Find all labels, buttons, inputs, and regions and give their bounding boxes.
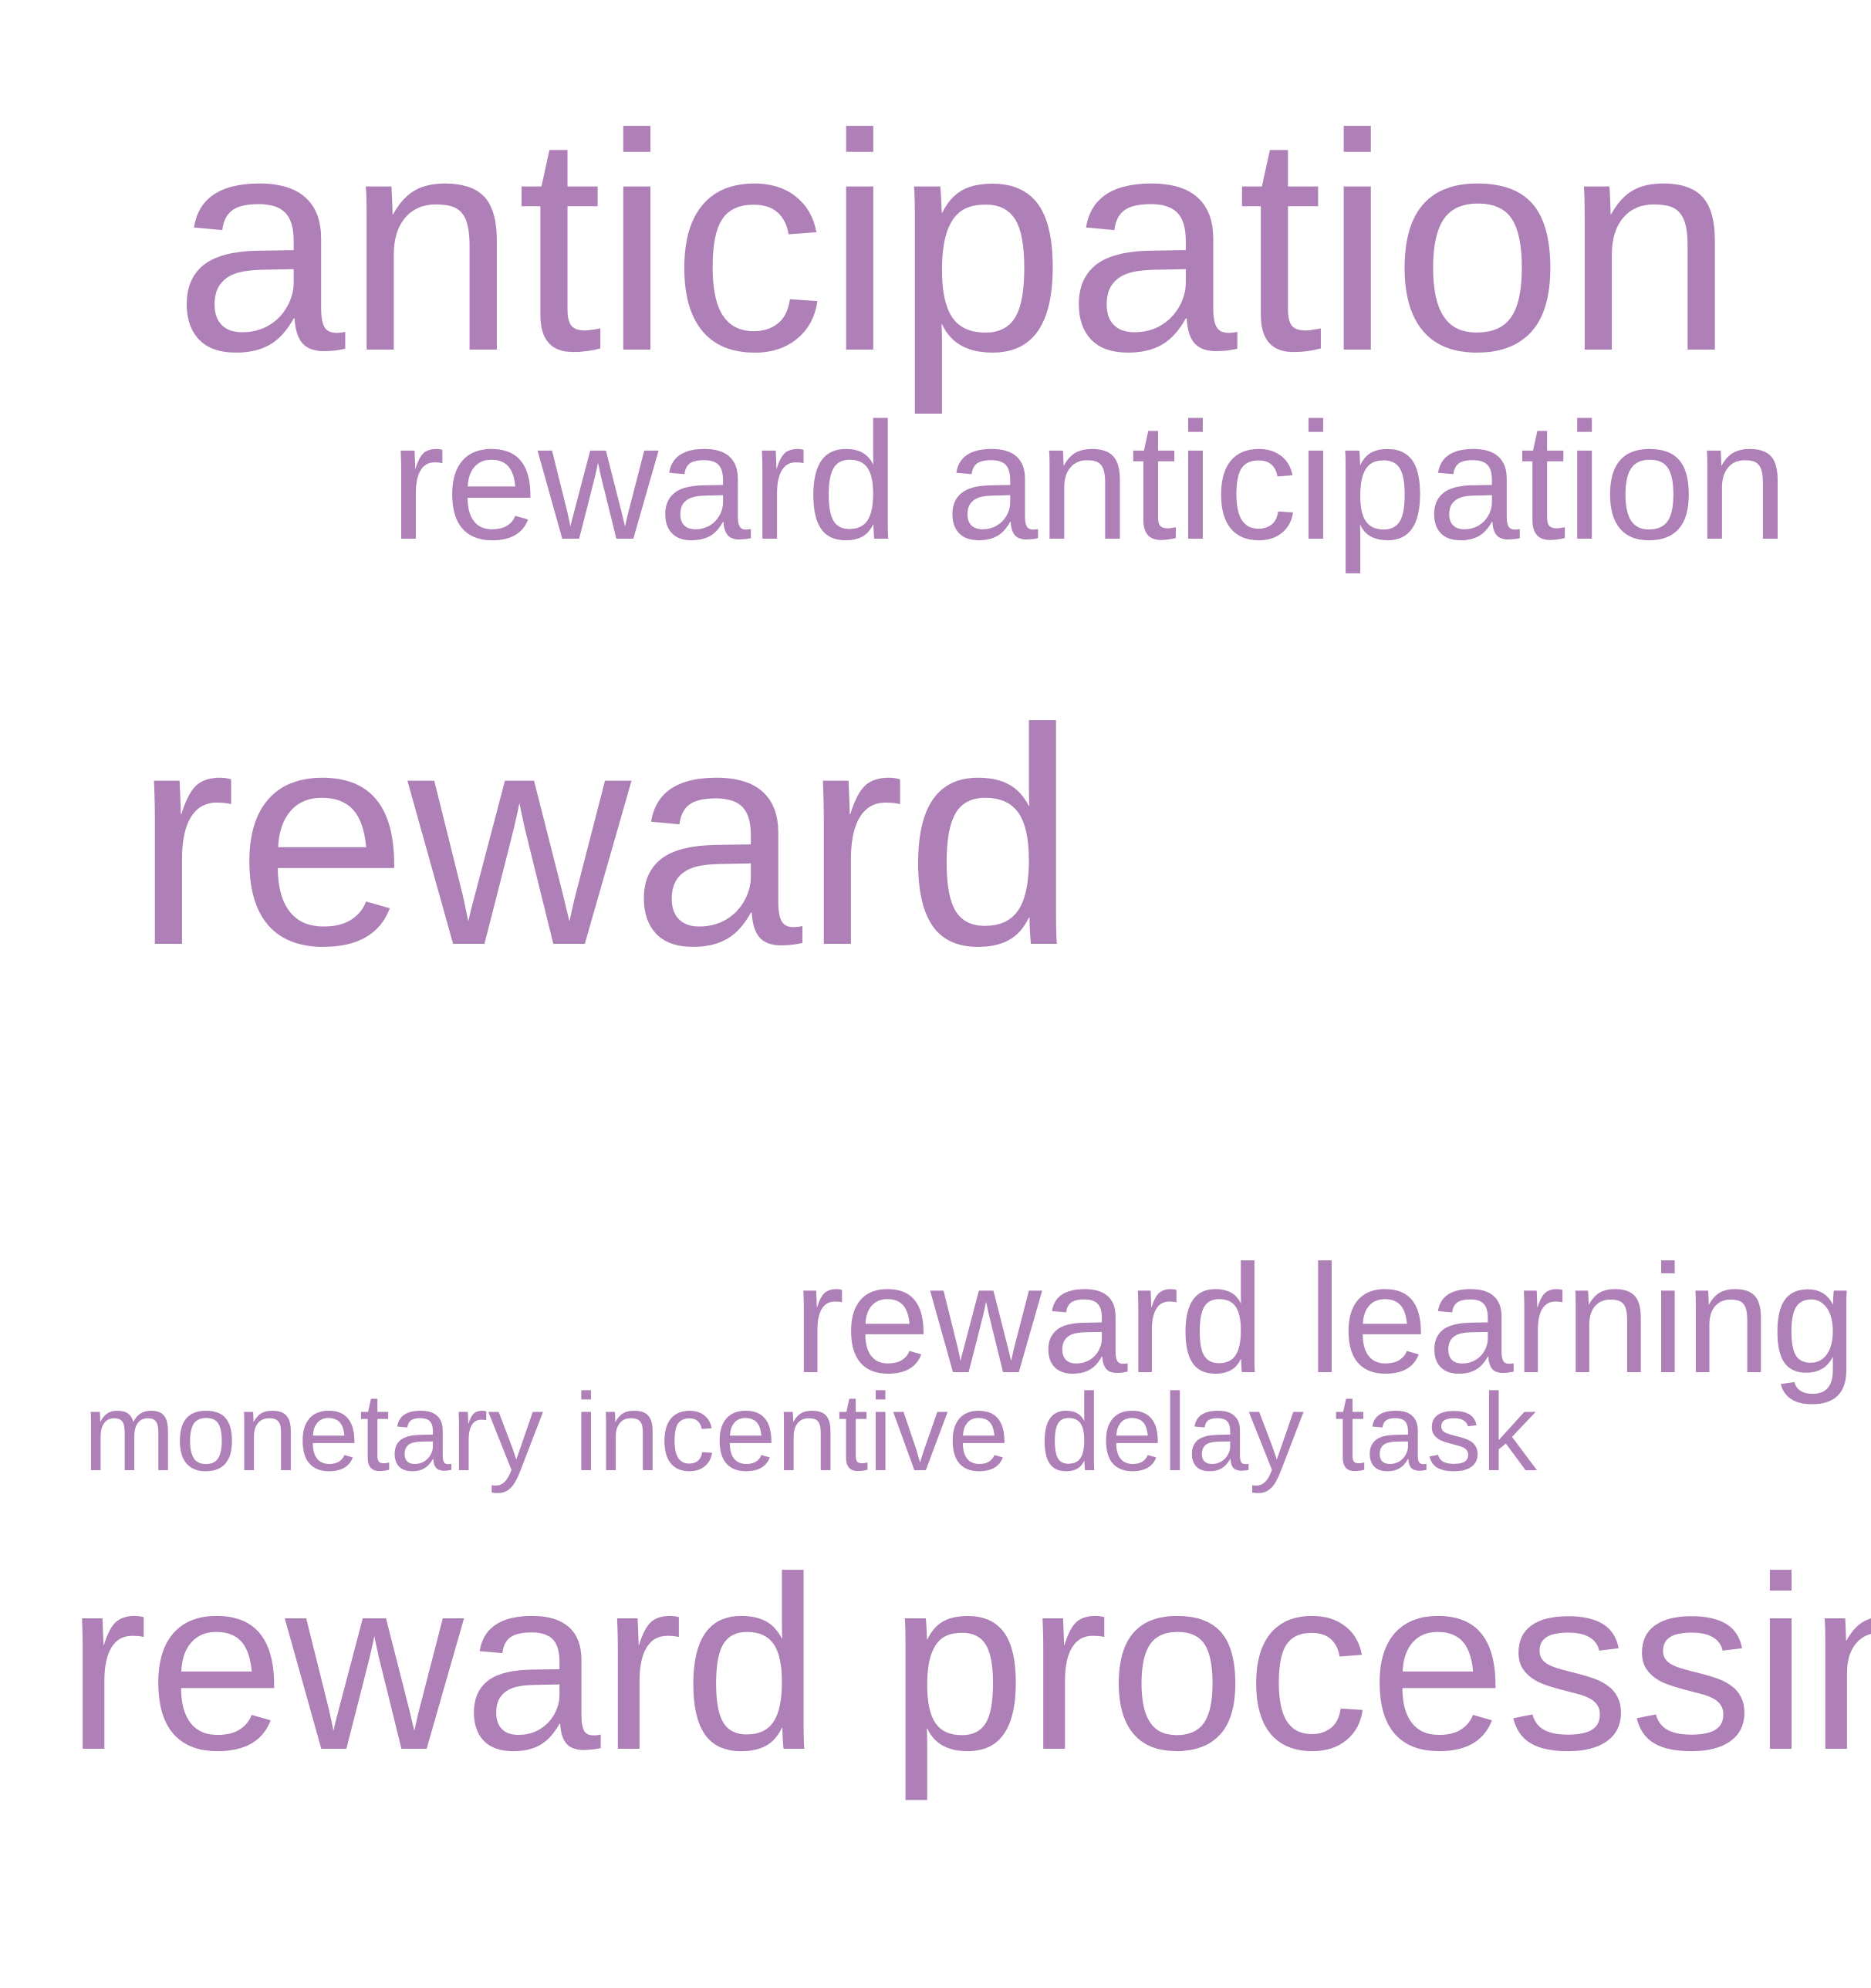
word-reward: reward	[133, 664, 1077, 1009]
word-reward-learning: reward learning	[793, 1233, 1857, 1405]
word-monetary-incentive-delay-task: monetary incentive delay task	[83, 1371, 1537, 1494]
word-reward-processing: reward processing	[66, 1525, 1871, 1801]
word-anticipation: anticipation	[174, 70, 1735, 415]
word-reward-anticipation: reward anticipation	[390, 387, 1789, 574]
